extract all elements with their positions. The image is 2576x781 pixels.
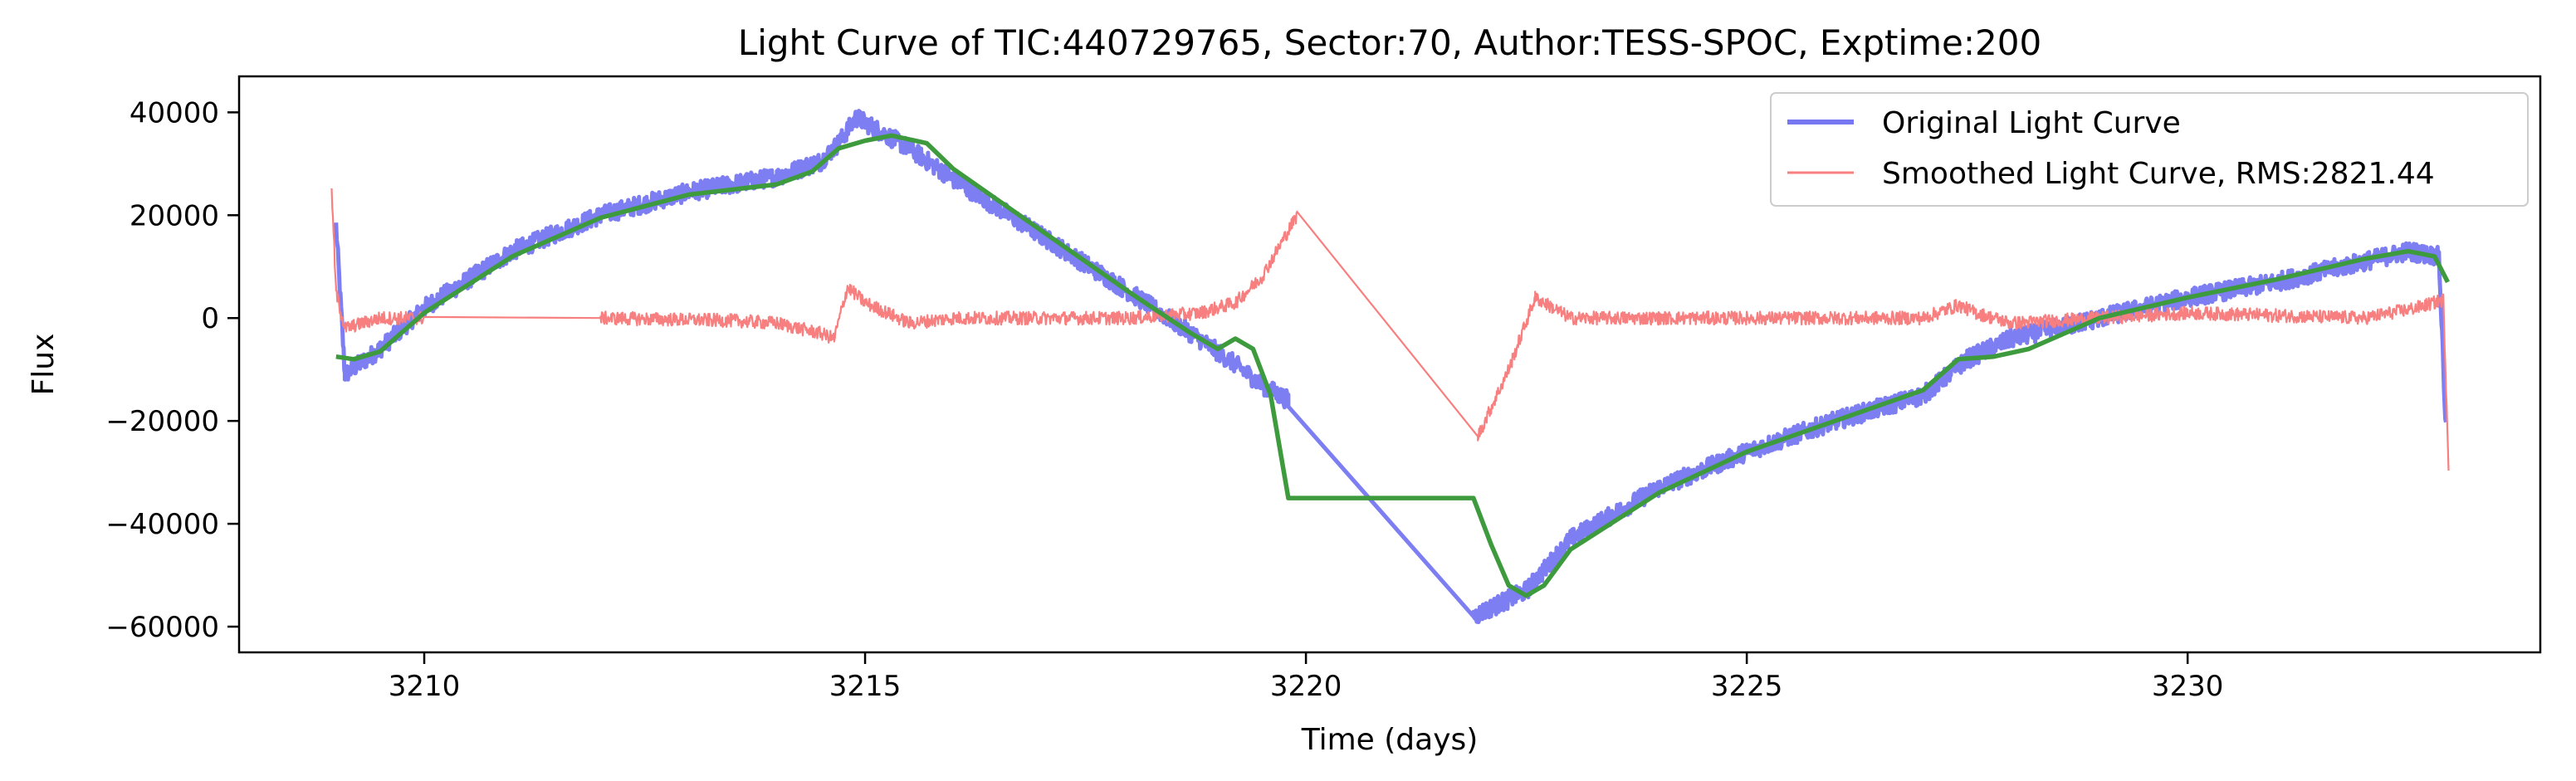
y-tick-label: −40000	[105, 508, 219, 541]
chart-title: Light Curve of TIC:440729765, Sector:70,…	[738, 22, 2041, 63]
x-tick-label: 3230	[2152, 670, 2224, 703]
y-axis-label: Flux	[27, 334, 61, 396]
series-smoothed-light-curve	[330, 188, 2450, 471]
y-tick-label: −60000	[105, 611, 219, 644]
x-tick-label: 3210	[389, 670, 461, 703]
x-tick-label: 3215	[829, 670, 902, 703]
series-layer	[330, 109, 2450, 624]
legend-label-original: Original Light Curve	[1882, 106, 2181, 140]
legend-label-smoothed: Smoothed Light Curve, RMS:2821.44	[1882, 157, 2435, 191]
plot-frame	[237, 75, 2542, 654]
x-axis-label: Time (days)	[1301, 723, 1479, 757]
y-axis: −60000 −40000 −20000 0 20000 40000	[105, 96, 239, 644]
y-tick-label: −20000	[105, 405, 219, 438]
x-tick-label: 3220	[1270, 670, 1342, 703]
legend-box	[1770, 92, 2529, 207]
series-trend-line	[335, 133, 2450, 598]
y-tick-label: 0	[201, 302, 219, 335]
y-tick-label: 40000	[130, 96, 219, 129]
x-axis: 3210 3215 3220 3225 3230	[389, 652, 2224, 703]
x-tick-label: 3225	[1711, 670, 1783, 703]
y-tick-label: 20000	[130, 199, 219, 232]
legend: Original Light Curve Smoothed Light Curv…	[1770, 92, 2529, 207]
